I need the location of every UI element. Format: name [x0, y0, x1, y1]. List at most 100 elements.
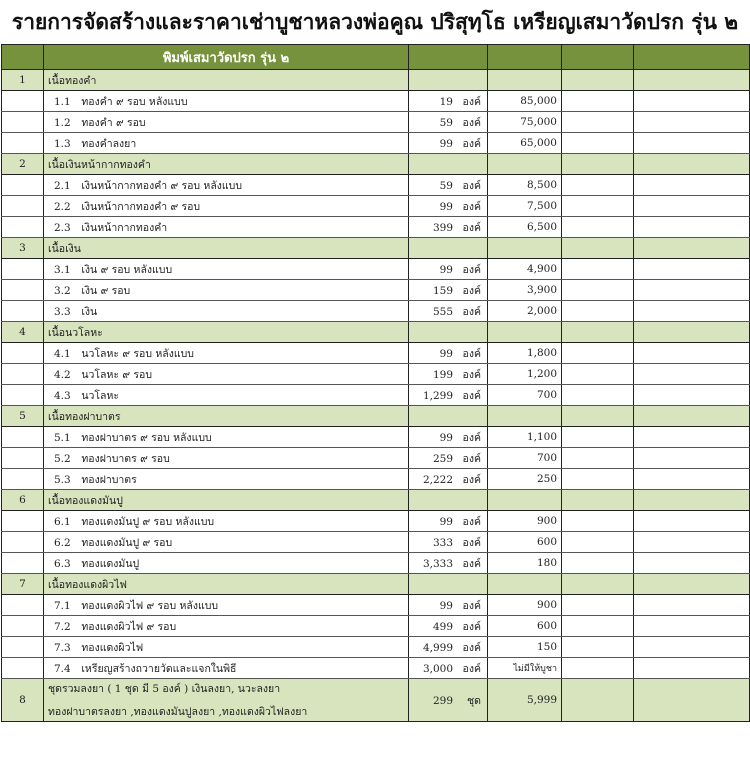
qty-cell: 59 องค์	[408, 174, 488, 196]
item-unit: องค์	[462, 116, 481, 129]
empty-cell	[561, 90, 634, 112]
item-qty: 99	[439, 431, 453, 444]
item-name-cell: 2.1 เงินหน้ากากทองคำ ๙ รอบ หลังแบบ	[43, 174, 409, 196]
item-name-cell: 2.3 เงินหน้ากากทองคำ	[43, 216, 409, 238]
item-qty: 99	[439, 263, 453, 276]
empty-cell	[1, 468, 44, 490]
item-unit: องค์	[462, 557, 481, 570]
item-name: เงิน	[81, 305, 98, 318]
qty-cell: 2,222 องค์	[408, 468, 488, 490]
item-unit: องค์	[462, 368, 481, 381]
empty-cell	[633, 489, 750, 511]
set-line-2: ทองฝาบาตรลงยา ,ทองแดงมันปูลงยา ,ทองแดงผิ…	[48, 706, 308, 718]
item-qty: 3,333	[422, 557, 453, 570]
empty-cell	[487, 153, 562, 175]
table-row: 3.1 เงิน ๙ รอบ หลังแบบ 99 องค์ 4,900	[1, 258, 750, 280]
table-row: 3.2 เงิน ๙ รอบ 159 องค์ 3,900	[1, 279, 750, 301]
item-name-cell: 7.2 ทองแดงผิวไฟ ๙ รอบ	[43, 615, 409, 637]
item-unit: องค์	[462, 305, 481, 318]
qty-cell: 199 องค์	[408, 363, 488, 385]
empty-cell	[633, 216, 750, 238]
empty-cell	[561, 426, 634, 448]
item-unit: องค์	[462, 536, 481, 549]
empty-cell	[1, 195, 44, 217]
qty-cell: 555 องค์	[408, 300, 488, 322]
empty-cell	[561, 342, 634, 364]
section-name: เนื้อเงิน	[43, 237, 409, 259]
section-number: 7	[1, 573, 44, 595]
item-name-cell: 3.3 เงิน	[43, 300, 409, 322]
empty-cell	[1, 615, 44, 637]
empty-cell	[633, 111, 750, 133]
empty-cell	[633, 405, 750, 427]
item-qty: 99	[439, 347, 453, 360]
item-name-cell: 4.3 นวโลหะ	[43, 384, 409, 406]
header-cell	[561, 44, 634, 70]
empty-cell	[408, 321, 488, 343]
item-code: 5.1	[54, 431, 71, 444]
item-qty: 399	[432, 221, 453, 234]
item-unit: องค์	[462, 263, 481, 276]
item-name-cell: 5.3 ทองฝาบาตร	[43, 468, 409, 490]
section-name: เนื้อทองแดงผิวไฟ	[43, 573, 409, 595]
qty-cell: 99 องค์	[408, 195, 488, 217]
item-code: 2.1	[54, 179, 71, 192]
table-row: 5.2 ทองฝาบาตร ๙ รอบ 259 องค์ 700	[1, 447, 750, 469]
item-qty: 499	[432, 620, 453, 633]
empty-cell	[561, 531, 634, 553]
section-name: เนื้อเงินหน้ากากทองคำ	[43, 153, 409, 175]
qty-cell: 1,299 องค์	[408, 384, 488, 406]
item-qty: 2,222	[422, 473, 453, 486]
item-qty: 159	[432, 284, 453, 297]
qty-cell: 333 องค์	[408, 531, 488, 553]
item-name: นวโลหะ ๙ รอบ	[81, 368, 153, 381]
section-row: 1 เนื้อทองคำ	[1, 69, 750, 91]
item-price: 900	[487, 510, 562, 532]
section-row: 6 เนื้อทองแดงมันปู	[1, 489, 750, 511]
table-row: 4.3 นวโลหะ 1,299 องค์ 700	[1, 384, 750, 406]
item-code: 5.2	[54, 452, 71, 465]
empty-cell	[1, 174, 44, 196]
empty-cell	[633, 531, 750, 553]
item-unit: องค์	[462, 515, 481, 528]
item-price: 600	[487, 531, 562, 553]
item-qty: 99	[439, 599, 453, 612]
empty-cell	[1, 216, 44, 238]
item-name-cell: 1.2 ทองคำ ๙ รอบ	[43, 111, 409, 133]
item-price: 2,000	[487, 300, 562, 322]
item-price: 75,000	[487, 111, 562, 133]
item-qty: 3,000	[422, 662, 453, 675]
item-price: 65,000	[487, 132, 562, 154]
table-row: 5.1 ทองฝาบาตร ๙ รอบ หลังแบบ 99 องค์ 1,100	[1, 426, 750, 448]
item-name: เงิน ๙ รอบ	[81, 284, 131, 297]
item-code: 6.3	[54, 557, 71, 570]
qty-cell: 399 องค์	[408, 216, 488, 238]
qty-cell: 499 องค์	[408, 615, 488, 637]
item-code: 6.1	[54, 515, 71, 528]
empty-cell	[487, 573, 562, 595]
set-qty: 299	[432, 694, 453, 707]
empty-cell	[561, 405, 634, 427]
qty-cell: 259 องค์	[408, 447, 488, 469]
empty-cell	[633, 447, 750, 469]
item-price: 150	[487, 636, 562, 658]
empty-cell	[1, 342, 44, 364]
item-unit: องค์	[462, 389, 481, 402]
empty-cell	[633, 69, 750, 91]
item-unit: องค์	[462, 221, 481, 234]
item-price: 8,500	[487, 174, 562, 196]
empty-cell	[1, 363, 44, 385]
empty-cell	[487, 489, 562, 511]
empty-cell	[561, 657, 634, 679]
table-header-row: พิมพ์เสมาวัดปรก รุ่น ๒	[1, 44, 750, 70]
header-cell	[408, 44, 488, 70]
item-name-cell: 6.2 ทองแดงมันปู ๙ รอบ	[43, 531, 409, 553]
empty-cell	[633, 258, 750, 280]
section-row: 4 เนื้อนวโลหะ	[1, 321, 750, 343]
section-name: เนื้อทองแดงมันปู	[43, 489, 409, 511]
table-row: 5.3 ทองฝาบาตร 2,222 องค์ 250	[1, 468, 750, 490]
table-row: 1.2 ทองคำ ๙ รอบ 59 องค์ 75,000	[1, 111, 750, 133]
empty-cell	[633, 174, 750, 196]
item-name-cell: 5.1 ทองฝาบาตร ๙ รอบ หลังแบบ	[43, 426, 409, 448]
header-cell	[487, 44, 562, 70]
